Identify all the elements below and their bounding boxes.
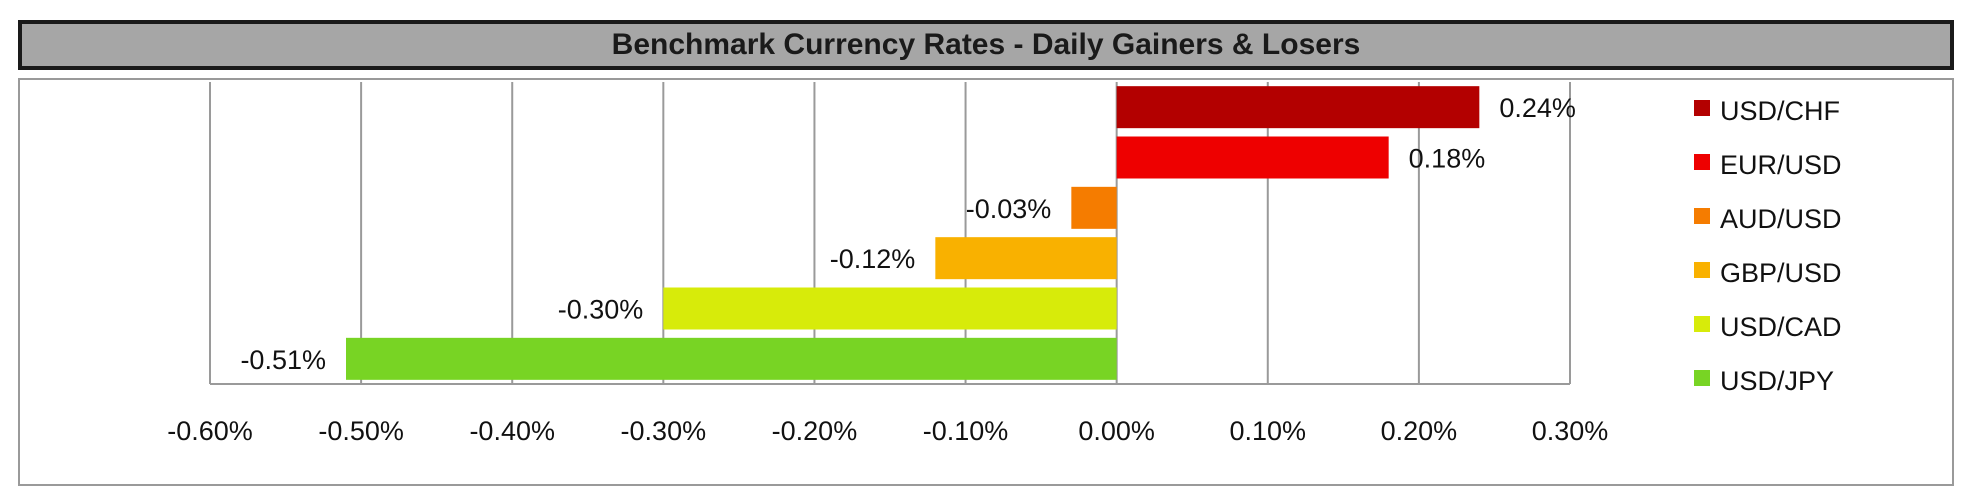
data-label: 0.18% [1409, 144, 1486, 174]
legend-swatch [1694, 100, 1710, 116]
legend-swatch [1694, 154, 1710, 170]
legend-label: USD/CAD [1720, 312, 1842, 342]
legend-label: EUR/USD [1720, 150, 1842, 180]
chart-title-bar: Benchmark Currency Rates - Daily Gainers… [18, 20, 1954, 70]
x-tick-label: -0.30% [621, 416, 707, 446]
x-tick-label: -0.20% [772, 416, 858, 446]
chart-area [18, 78, 1954, 486]
legend-label: AUD/USD [1720, 204, 1842, 234]
x-tick-label: 0.00% [1078, 416, 1155, 446]
x-tick-label: 0.10% [1229, 416, 1306, 446]
bar [935, 237, 1117, 280]
x-tick-label: -0.60% [167, 416, 253, 446]
bar [663, 287, 1117, 330]
legend-label: GBP/USD [1720, 258, 1842, 288]
legend-label: USD/CHF [1720, 96, 1840, 126]
chart-title: Benchmark Currency Rates - Daily Gainers… [611, 28, 1361, 61]
data-label: -0.12% [830, 244, 916, 274]
data-label: -0.51% [240, 345, 326, 375]
data-label: 0.24% [1499, 93, 1576, 123]
bar [346, 337, 1117, 380]
data-label: -0.30% [558, 295, 644, 325]
x-tick-label: 0.30% [1532, 416, 1609, 446]
legend-label: USD/JPY [1720, 366, 1834, 396]
legend-swatch [1694, 370, 1710, 386]
bar [1116, 136, 1389, 179]
legend-swatch [1694, 316, 1710, 332]
x-tick-label: -0.50% [318, 416, 404, 446]
bar [1071, 186, 1117, 229]
x-tick-label: 0.20% [1381, 416, 1458, 446]
x-tick-label: -0.40% [469, 416, 555, 446]
legend-swatch [1694, 262, 1710, 278]
bar [1116, 86, 1480, 129]
data-label: -0.03% [966, 194, 1052, 224]
x-tick-label: -0.10% [923, 416, 1009, 446]
legend-swatch [1694, 208, 1710, 224]
